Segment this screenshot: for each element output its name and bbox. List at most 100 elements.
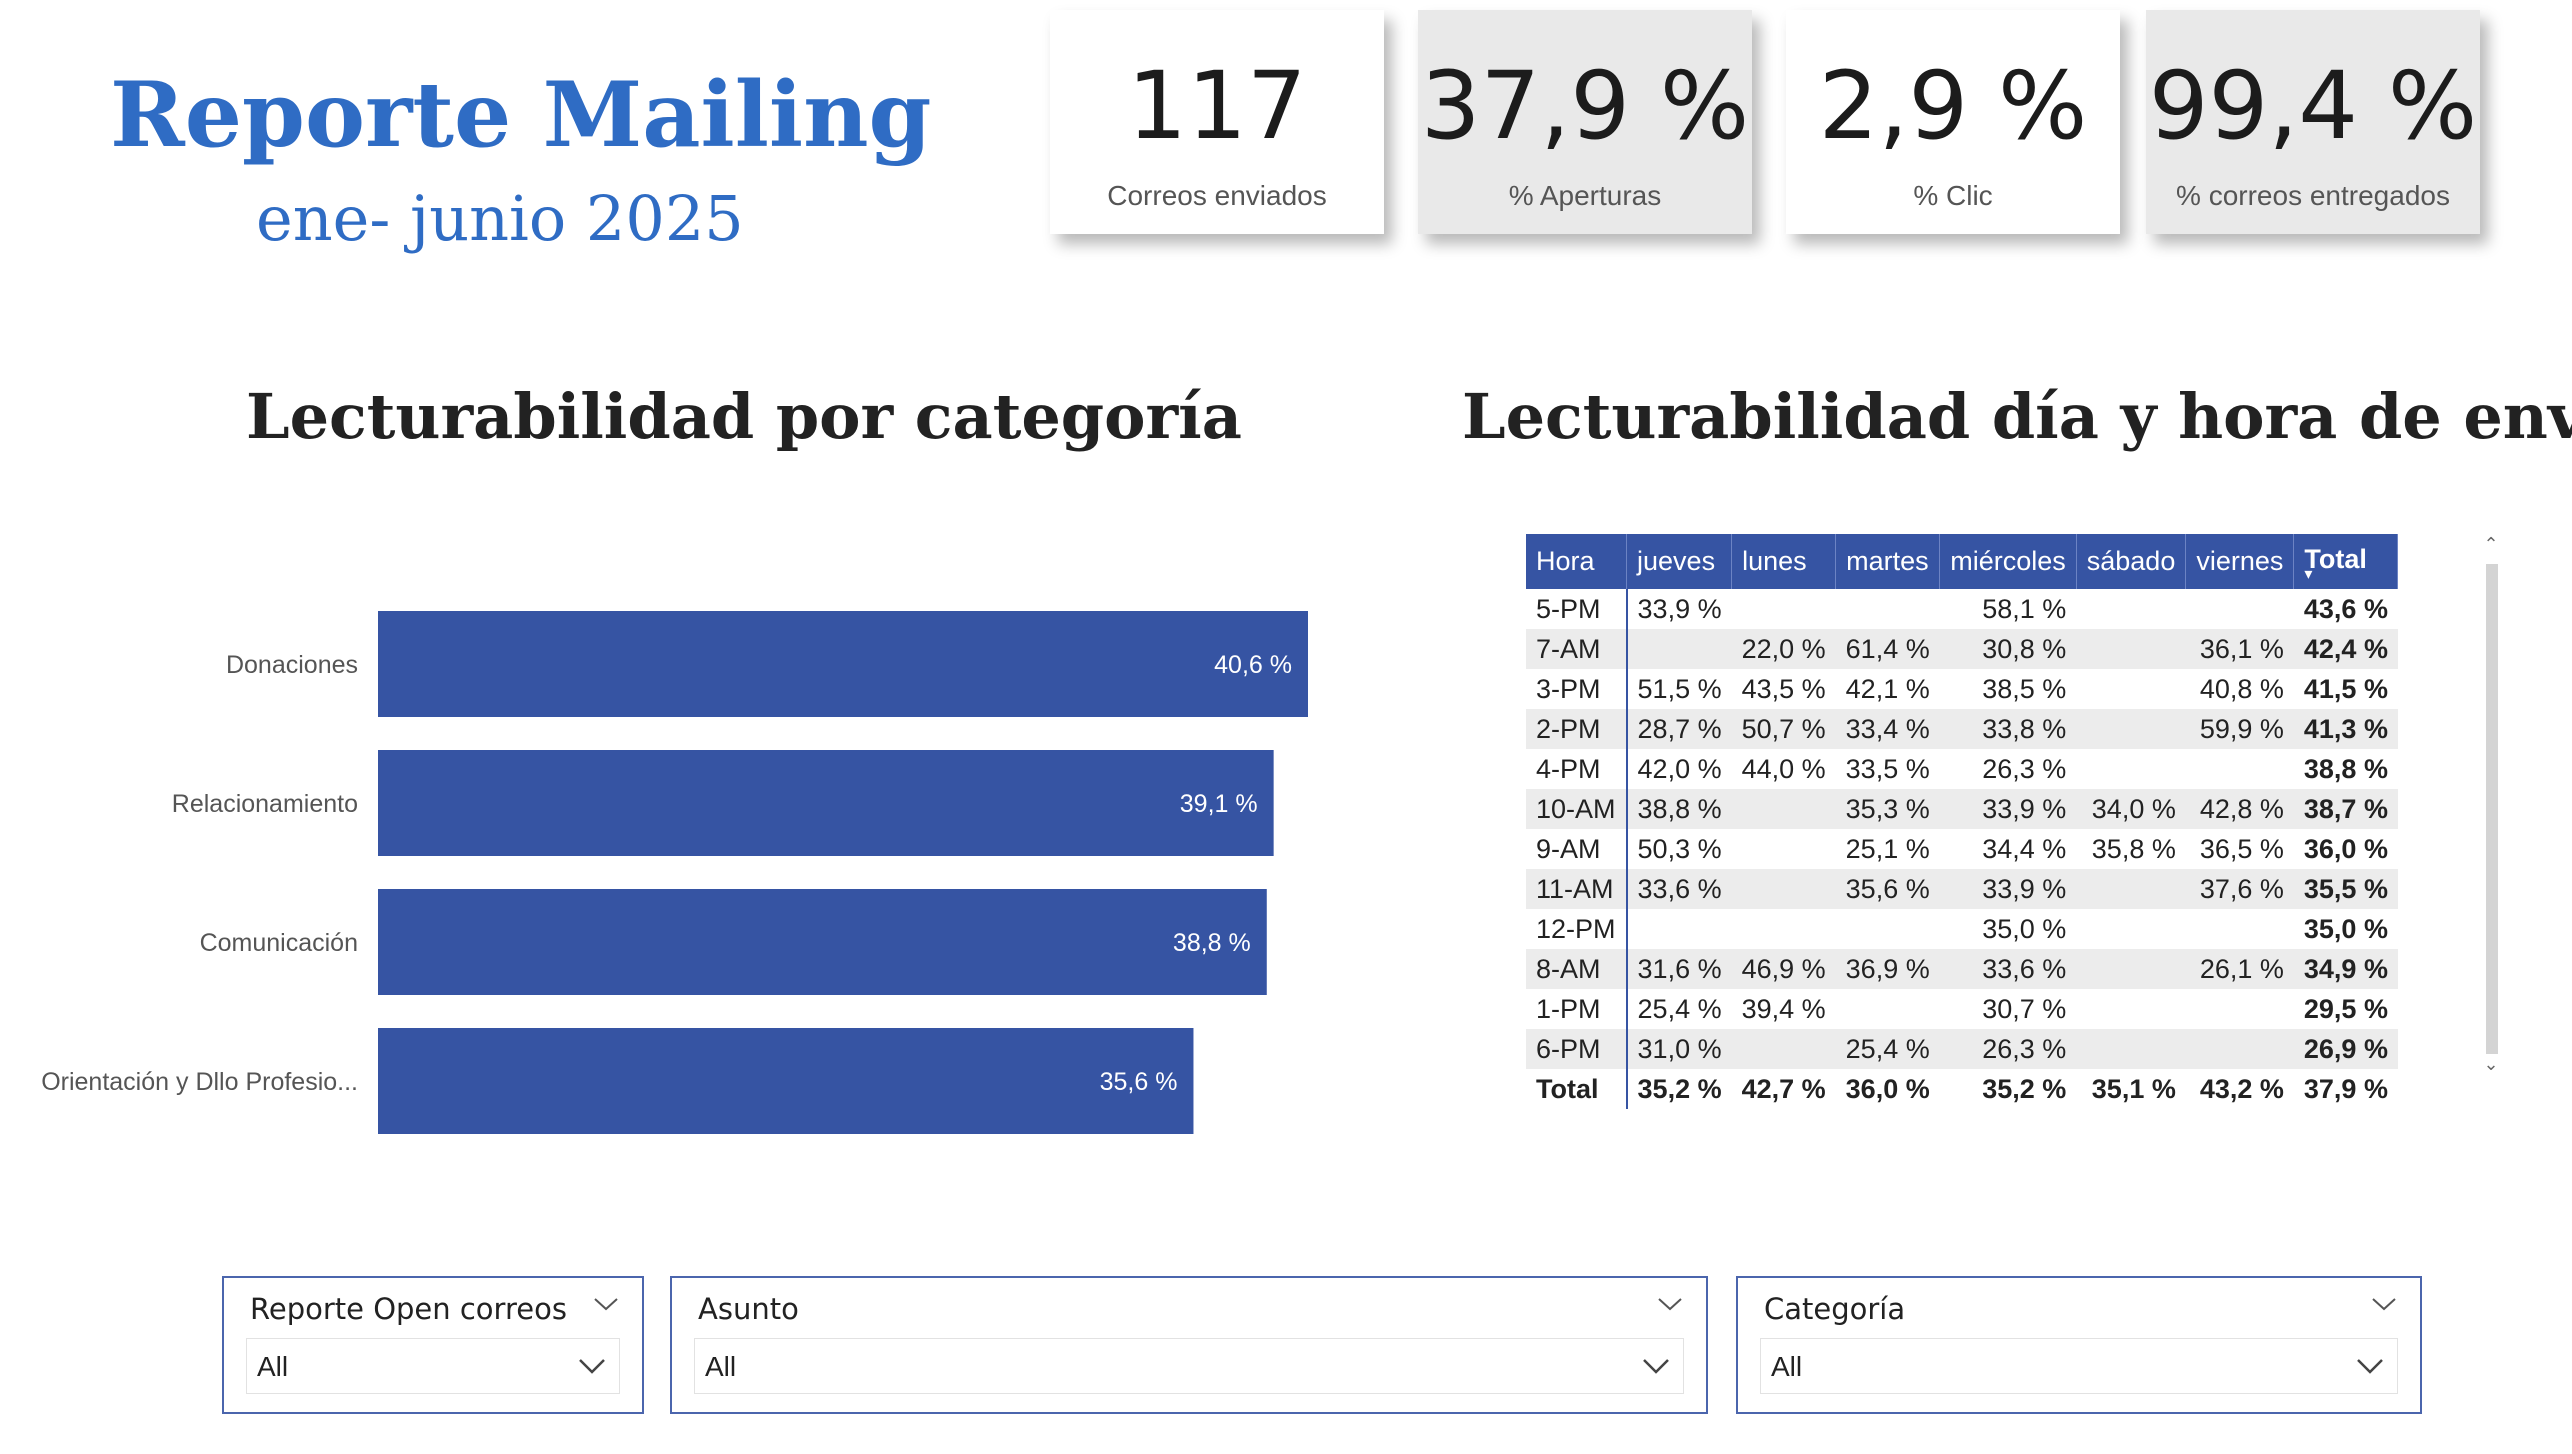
table-cell: 50,7 %	[1731, 709, 1836, 749]
table-row: 5-PM 33,9 % 58,1 % 43,6 %	[1526, 589, 2398, 629]
matrix-title: Lecturabilidad día y hora de envío	[1462, 380, 2572, 453]
table-cell: 25,1 %	[1845, 833, 1930, 864]
chevron-down-icon[interactable]	[592, 1294, 620, 1314]
table-cell	[2076, 749, 2186, 789]
table-cell: 35,0 %	[1982, 913, 2067, 944]
column-header[interactable]: miércoles	[1939, 534, 2077, 589]
table-cell: 36,1 %	[2185, 629, 2294, 669]
table-cell: 35,5 %	[2293, 869, 2398, 909]
table-cell	[1731, 1029, 1836, 1069]
kpi-label: % Aperturas	[1508, 180, 1662, 211]
row-header-cell: Total	[1526, 1069, 1628, 1109]
bar-2[interactable]	[378, 750, 1274, 856]
chevron-down-icon[interactable]	[2370, 1294, 2398, 1314]
kpi-label: Correos enviados	[1107, 180, 1327, 211]
chevron-down-icon[interactable]	[1656, 1294, 1684, 1314]
table-cell: 43,6 %	[2303, 593, 2388, 624]
table-cell	[1626, 629, 1732, 669]
slicer-dropdown[interactable]: All	[246, 1338, 620, 1394]
sort-desc-icon[interactable]: ▾	[2304, 566, 2313, 583]
slicer-dropdown[interactable]: All	[1760, 1338, 2398, 1394]
table-cell: 51,5 %	[1637, 673, 1722, 704]
table-cell: 59,9 %	[2185, 709, 2294, 749]
chevron-down-icon[interactable]	[577, 1355, 607, 1377]
table-cell: 46,9 %	[1731, 949, 1836, 989]
table-cell: 22,0 %	[1731, 629, 1836, 669]
bar-3[interactable]	[378, 889, 1267, 995]
kpi-card-open-rate: 37,9 % % Aperturas	[1418, 10, 1752, 234]
column-header[interactable]: Total ▾	[2293, 534, 2399, 589]
table-cell	[1836, 589, 1940, 629]
table-cell: 34,9 %	[2293, 949, 2398, 989]
table-cell: 61,4 %	[1835, 629, 1940, 669]
table-cell: 42,1 %	[1845, 673, 1930, 704]
scroll-thumb[interactable]	[2486, 564, 2498, 1054]
chevron-down-icon[interactable]	[2355, 1355, 2385, 1377]
table-cell: 26,1 %	[2185, 949, 2294, 989]
matrix-scrollbar[interactable]: ⌃ ⌄	[2482, 534, 2500, 1094]
column-header[interactable]: martes	[1835, 534, 1941, 589]
table-cell: 35,1 %	[2091, 1073, 2176, 1104]
column-header[interactable]: Hora	[1526, 534, 1628, 589]
row-header-cell: 9-AM	[1526, 829, 1628, 869]
table-cell: 34,4 %	[1982, 833, 2067, 864]
bar-1[interactable]	[378, 611, 1308, 717]
scroll-down-icon[interactable]: ⌄	[2483, 1054, 2499, 1074]
table-cell	[1732, 909, 1836, 949]
table-row: 3-PM 51,5 % 43,5 % 42,1 % 38,5 % 40,8 % 41,5 %	[1526, 669, 2398, 709]
table-cell	[2186, 749, 2294, 789]
chevron-down-icon[interactable]	[1641, 1355, 1671, 1377]
table-cell	[2186, 589, 2294, 629]
table-cell: 33,6 %	[1939, 949, 2077, 989]
table-cell: 58,1 %	[1982, 593, 2067, 624]
row-header-cell: 12-PM	[1526, 909, 1628, 949]
table-cell: 30,7 %	[1982, 993, 2067, 1024]
column-header[interactable]: viernes	[2185, 534, 2295, 589]
matrix-total-row: Total 35,2 % 42,7 % 36,0 % 35,2 % 35,1 % 43,2 …	[1526, 1069, 2398, 1109]
slicer-dropdown[interactable]: All	[694, 1338, 1684, 1394]
category-tick-label: Orientación y Dllo Profesio...	[41, 1068, 358, 1096]
table-cell	[1731, 789, 1836, 829]
slicer-title: Categoría	[1764, 1292, 1906, 1326]
table-cell: 43,5 %	[1741, 673, 1826, 704]
table-cell	[2076, 629, 2186, 669]
slicer-title: Asunto	[698, 1292, 799, 1326]
table-cell: 25,4 %	[1637, 993, 1722, 1024]
table-cell	[1731, 869, 1836, 909]
table-cell: 29,5 %	[2303, 993, 2388, 1024]
kpi-label: % correos entregados	[2176, 180, 2450, 211]
table-cell	[2076, 989, 2186, 1029]
table-cell: 25,4 %	[1835, 1029, 1940, 1069]
table-cell: 38,7 %	[2293, 789, 2398, 829]
table-cell	[2076, 589, 2186, 629]
table-cell: 39,4 %	[1741, 993, 1826, 1024]
table-cell: 28,7 %	[1626, 709, 1732, 749]
table-cell: 35,2 %	[1637, 1073, 1722, 1104]
report-title: Reporte Mailing	[110, 62, 932, 168]
table-cell	[2076, 669, 2186, 709]
report-subtitle: ene- junio 2025	[256, 182, 744, 255]
table-cell: 33,9 %	[1939, 789, 2077, 829]
table-cell	[2076, 709, 2186, 749]
bar-4[interactable]	[378, 1028, 1194, 1134]
table-cell: 35,0 %	[2303, 913, 2388, 944]
column-header[interactable]: jueves	[1626, 534, 1733, 589]
table-cell: 26,3 %	[1939, 1029, 2077, 1069]
column-header[interactable]: lunes	[1731, 534, 1837, 589]
column-header[interactable]: sábado	[2076, 534, 2187, 589]
kpi-value: 99,4 %	[2148, 52, 2478, 161]
row-header-cell: 8-AM	[1526, 949, 1628, 989]
table-row: 4-PM 42,0 % 44,0 % 33,5 % 26,3 % 38,8 %	[1526, 749, 2398, 789]
table-cell: 42,4 %	[2293, 629, 2398, 669]
scroll-up-icon[interactable]: ⌃	[2483, 534, 2499, 554]
table-cell: 30,8 %	[1939, 629, 2077, 669]
bar-value-label: 35,6 %	[1100, 1068, 1178, 1096]
table-cell: 33,8 %	[1939, 709, 2077, 749]
table-cell	[1732, 589, 1836, 629]
table-cell: 44,0 %	[1741, 753, 1826, 784]
table-cell: 26,3 %	[1982, 753, 2067, 784]
table-row: 10-AM 38,8 % 35,3 % 33,9 % 34,0 % 42,8 % 38,7 …	[1526, 789, 2398, 829]
table-cell	[1627, 909, 1732, 949]
day-hour-matrix: Hora jueves lunes martes miércoles sábado vier…	[1526, 534, 2399, 1109]
table-row: 11-AM 33,6 % 35,6 % 33,9 % 37,6 % 35,5 %	[1526, 869, 2398, 909]
